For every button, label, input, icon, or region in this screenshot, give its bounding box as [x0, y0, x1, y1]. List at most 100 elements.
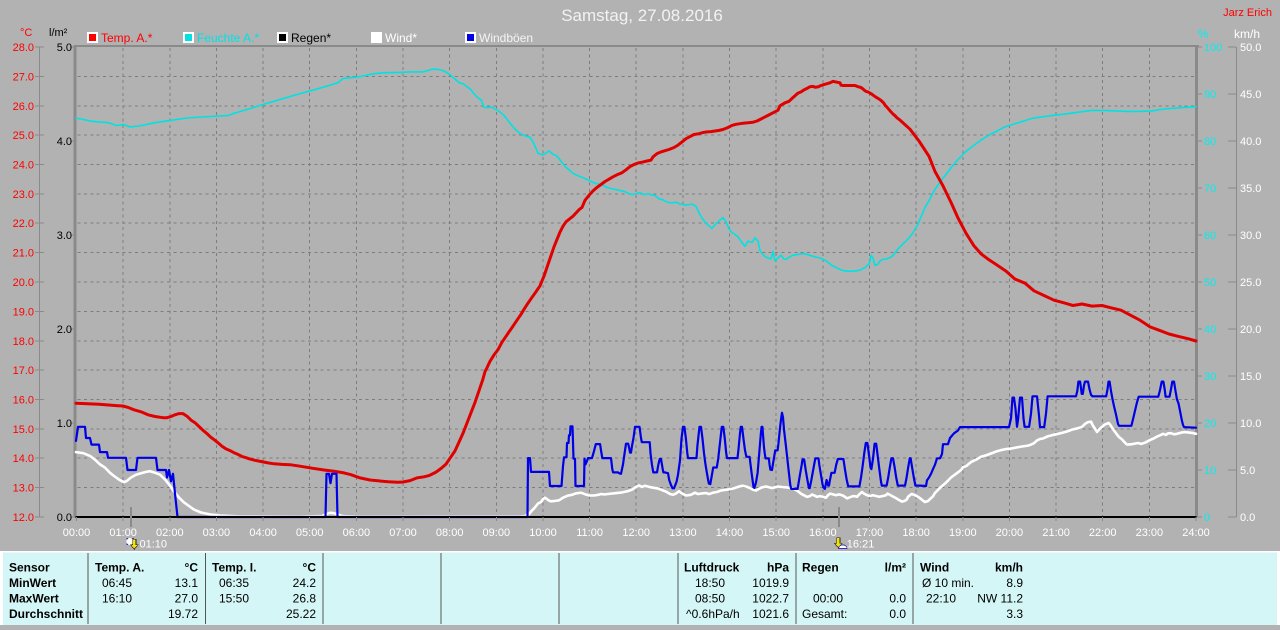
- svg-text:1022.7: 1022.7: [752, 592, 789, 606]
- svg-text:00:00: 00:00: [813, 592, 843, 606]
- svg-text:01:00: 01:00: [109, 527, 137, 539]
- svg-text:18.0: 18.0: [13, 336, 34, 348]
- svg-text:24.2: 24.2: [293, 576, 317, 590]
- svg-text:^0.6hPa/h: ^0.6hPa/h: [686, 607, 740, 621]
- svg-text:0.0: 0.0: [889, 607, 906, 621]
- svg-text:Feuchte A.*: Feuchte A.*: [197, 31, 259, 45]
- svg-text:%: %: [1198, 27, 1209, 41]
- svg-text:70: 70: [1204, 183, 1216, 195]
- svg-text:50: 50: [1204, 277, 1216, 289]
- svg-text:MaxWert: MaxWert: [9, 592, 59, 606]
- svg-text:12:00: 12:00: [622, 527, 650, 539]
- svg-text:Gesamt:: Gesamt:: [802, 607, 847, 621]
- svg-text:16.0: 16.0: [13, 395, 34, 407]
- svg-text:Regen: Regen: [802, 561, 839, 575]
- svg-text:15.0: 15.0: [1240, 371, 1261, 383]
- svg-text:10: 10: [1204, 465, 1216, 477]
- svg-text:19:00: 19:00: [949, 527, 977, 539]
- svg-text:3.3: 3.3: [1006, 607, 1023, 621]
- svg-text:2.0: 2.0: [57, 324, 72, 336]
- svg-text:15:50: 15:50: [219, 592, 249, 606]
- svg-text:13:00: 13:00: [669, 527, 697, 539]
- svg-text:24:00: 24:00: [1182, 527, 1210, 539]
- svg-text:26.0: 26.0: [13, 101, 34, 113]
- svg-text:20: 20: [1204, 418, 1216, 430]
- svg-text:l/m²: l/m²: [49, 27, 68, 39]
- svg-text:20.0: 20.0: [13, 277, 34, 289]
- svg-text:1.0: 1.0: [57, 418, 72, 430]
- svg-text:13.1: 13.1: [175, 576, 199, 590]
- svg-text:Luftdruck: Luftdruck: [684, 561, 740, 575]
- svg-text:14.0: 14.0: [13, 453, 34, 465]
- svg-text:Jarz Erich: Jarz Erich: [1223, 7, 1272, 19]
- svg-text:17.0: 17.0: [13, 365, 34, 377]
- svg-text:09:00: 09:00: [483, 527, 511, 539]
- svg-text:27.0: 27.0: [13, 71, 34, 83]
- svg-text:km/h: km/h: [995, 561, 1023, 575]
- svg-text:3.0: 3.0: [57, 230, 72, 242]
- svg-text:8.9: 8.9: [1006, 576, 1023, 590]
- svg-text:13.0: 13.0: [13, 483, 34, 495]
- svg-text:06:45: 06:45: [102, 576, 132, 590]
- svg-text:10:00: 10:00: [529, 527, 557, 539]
- svg-text:19.0: 19.0: [13, 306, 34, 318]
- svg-text:100: 100: [1204, 42, 1222, 54]
- svg-text:00:00: 00:00: [63, 527, 91, 539]
- svg-text:1021.6: 1021.6: [752, 607, 789, 621]
- svg-text:16:21: 16:21: [847, 539, 875, 551]
- svg-text:28.0: 28.0: [13, 42, 34, 54]
- svg-text:hPa: hPa: [767, 561, 789, 575]
- svg-text:Durchschnitt: Durchschnitt: [9, 607, 83, 621]
- svg-text:05:00: 05:00: [296, 527, 324, 539]
- svg-text:5.0: 5.0: [57, 42, 72, 54]
- svg-text:25.0: 25.0: [13, 130, 34, 142]
- svg-text:Regen*: Regen*: [291, 31, 331, 45]
- svg-text:24.0: 24.0: [13, 160, 34, 172]
- svg-text:Windböen: Windböen: [479, 31, 533, 45]
- svg-text:0.0: 0.0: [1240, 512, 1255, 524]
- svg-text:Wind*: Wind*: [385, 31, 417, 45]
- svg-text:15:00: 15:00: [762, 527, 790, 539]
- svg-text:03:00: 03:00: [203, 527, 231, 539]
- svg-text:18:00: 18:00: [902, 527, 930, 539]
- svg-text:08:00: 08:00: [436, 527, 464, 539]
- svg-text:1019.9: 1019.9: [752, 576, 789, 590]
- svg-text:12.0: 12.0: [13, 512, 34, 524]
- svg-text:17:00: 17:00: [856, 527, 884, 539]
- svg-text:Wind: Wind: [920, 561, 949, 575]
- svg-text:°C: °C: [303, 561, 317, 575]
- svg-text:MinWert: MinWert: [9, 576, 56, 590]
- svg-text:Temp. I.: Temp. I.: [212, 561, 256, 575]
- svg-text:22:00: 22:00: [1089, 527, 1117, 539]
- svg-text:21:00: 21:00: [1042, 527, 1070, 539]
- svg-text:40.0: 40.0: [1240, 136, 1261, 148]
- svg-text:26.8: 26.8: [293, 592, 317, 606]
- svg-text:35.0: 35.0: [1240, 183, 1261, 195]
- svg-text:°C: °C: [20, 27, 32, 39]
- svg-text:07:00: 07:00: [389, 527, 417, 539]
- svg-text:Sensor: Sensor: [9, 561, 50, 575]
- svg-text:°C: °C: [185, 561, 199, 575]
- svg-text:80: 80: [1204, 136, 1216, 148]
- svg-text:20:00: 20:00: [996, 527, 1024, 539]
- svg-text:25.0: 25.0: [1240, 277, 1261, 289]
- svg-text:10.0: 10.0: [1240, 418, 1261, 430]
- svg-text:0.0: 0.0: [889, 592, 906, 606]
- svg-text:16:00: 16:00: [809, 527, 837, 539]
- svg-text:21.0: 21.0: [13, 248, 34, 260]
- svg-text:km/h: km/h: [1234, 27, 1260, 41]
- svg-text:0.0: 0.0: [57, 512, 72, 524]
- svg-text:5.0: 5.0: [1240, 465, 1255, 477]
- svg-text:16:10: 16:10: [102, 592, 132, 606]
- svg-text:Samstag, 27.08.2016: Samstag, 27.08.2016: [561, 6, 723, 25]
- svg-text:20.0: 20.0: [1240, 324, 1261, 336]
- svg-text:Ø 10 min.: Ø 10 min.: [922, 576, 974, 590]
- svg-text:06:00: 06:00: [343, 527, 371, 539]
- svg-text:08:50: 08:50: [695, 592, 725, 606]
- svg-text:4.0: 4.0: [57, 136, 72, 148]
- svg-text:04:00: 04:00: [249, 527, 277, 539]
- svg-text:25.22: 25.22: [286, 607, 316, 621]
- svg-text:50.0: 50.0: [1240, 42, 1261, 54]
- svg-text:02:00: 02:00: [156, 527, 184, 539]
- svg-text:06:35: 06:35: [219, 576, 249, 590]
